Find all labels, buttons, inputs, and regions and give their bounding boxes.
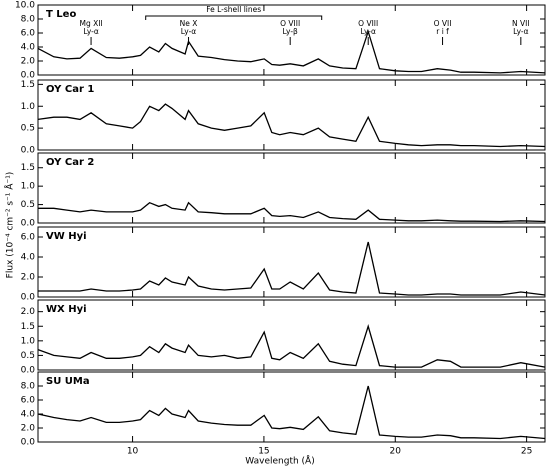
y-tick-label: 0.0 [21, 71, 36, 81]
y-axis-label: Flux (10⁻⁴ cm⁻² s⁻¹ Å⁻¹) [4, 172, 16, 279]
y-tick-label: 8.0 [21, 15, 36, 25]
y-tick-label: 2.0 [21, 57, 36, 67]
y-tick-label: 0.0 [21, 146, 36, 156]
y-tick-label: 4.0 [21, 43, 36, 53]
panel-title: VW Hyi [46, 231, 87, 242]
y-tick-label: 1.0 [21, 182, 36, 192]
panel-frame [37, 79, 546, 151]
model-line [37, 324, 546, 368]
line-annotation: O VII [434, 19, 452, 28]
y-tick-label: 0.0 [21, 438, 36, 448]
x-tick-label: 10 [127, 447, 139, 457]
line-annotation: r i f [436, 27, 449, 36]
line-annotation: O VIII [280, 19, 300, 28]
y-tick-label: 1.5 [21, 163, 35, 173]
line-annotation: Ly-β [283, 27, 299, 36]
line-annotation: O VIII [358, 19, 378, 28]
y-tick-label: 0.5 [21, 200, 35, 210]
panel-frame [37, 152, 546, 224]
x-tick-label: 20 [390, 447, 402, 457]
line-annotation: Ly-α [83, 27, 99, 36]
bracket-label: Fe L-shell lines [206, 5, 261, 14]
y-tick-label: 0.5 [21, 351, 35, 361]
panel-title: T Leo [46, 9, 76, 20]
y-tick-label: 6.0 [21, 233, 36, 243]
y-tick-label: 1.5 [21, 322, 35, 332]
model-line [38, 241, 546, 296]
line-annotation: Ly-α [360, 27, 376, 36]
panel-frame [37, 226, 546, 298]
model-line [37, 29, 546, 74]
model-line [38, 201, 546, 223]
line-annotation: Ne X [180, 19, 198, 28]
line-annotation: Ly-α [181, 27, 197, 36]
y-tick-label: 6.0 [21, 396, 36, 406]
panel-frame [37, 371, 546, 443]
panel-title: OY Car 2 [46, 157, 94, 168]
x-axis-label: Wavelength (Å) [245, 455, 314, 467]
model-line [37, 103, 546, 148]
y-tick-label: 0.0 [21, 219, 36, 229]
y-tick-label: 1.0 [21, 102, 36, 112]
y-tick-label: 6.0 [21, 29, 36, 39]
y-tick-label: 0.0 [21, 366, 36, 376]
y-tick-label: 4.0 [21, 253, 36, 263]
line-annotation: Mg XII [79, 19, 102, 28]
panel-title: WX Hyi [46, 304, 87, 315]
panel-title: SU UMa [46, 376, 90, 387]
y-tick-label: 0.0 [21, 293, 36, 303]
bracket [145, 15, 323, 20]
y-tick-label: 1.5 [21, 80, 35, 90]
line-annotation: Ly-α [513, 27, 529, 36]
panel-frame [37, 4, 546, 76]
y-tick-label: 10.0 [15, 1, 35, 11]
panel-title: OY Car 1 [46, 84, 94, 95]
y-tick-label: 1.0 [21, 336, 36, 346]
panel-frame [37, 299, 546, 371]
y-tick-label: 2.0 [21, 307, 36, 317]
x-tick-label: 25 [521, 447, 532, 457]
y-tick-label: 4.0 [21, 410, 36, 420]
y-tick-label: 2.0 [21, 424, 36, 434]
x-tick-label: 15 [258, 447, 269, 457]
y-tick-label: 8.0 [21, 382, 36, 392]
model-line [37, 385, 546, 440]
y-tick-label: 2.0 [21, 273, 36, 283]
y-tick-label: 0.5 [21, 124, 35, 134]
line-annotation: N VII [512, 19, 530, 28]
